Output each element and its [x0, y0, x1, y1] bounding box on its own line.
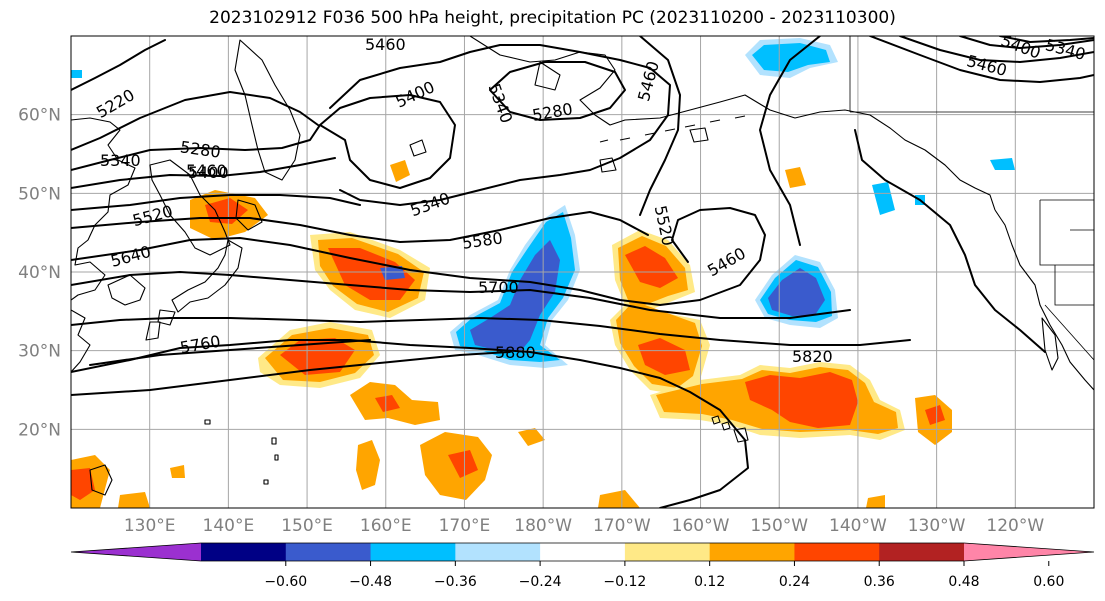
longitude-label: 170°W: [593, 516, 651, 536]
contour-label: 5460: [365, 35, 406, 54]
longitude-label: 150°W: [750, 516, 808, 536]
alaska-coastline: [469, 36, 996, 211]
longitude-label: 180°W: [514, 516, 572, 536]
colorbar-segment: [540, 543, 626, 561]
precipitation-shading: [71, 38, 1015, 508]
colorbar-tick-label: −0.48: [349, 574, 392, 590]
colorbar-tick-label: 0.36: [864, 574, 895, 590]
colorbar-tick-label: 0.12: [694, 574, 725, 590]
colorbar-tick-label: 0.48: [948, 574, 979, 590]
colorbar-segment: [201, 543, 287, 561]
contour-label: 5700: [478, 278, 519, 297]
colorbar-tick-label: −0.24: [519, 574, 562, 590]
colorbar-tick-label: −0.36: [434, 574, 477, 590]
longitude-label: 160°E: [360, 516, 412, 536]
colorbar-tick-label: −0.12: [603, 574, 646, 590]
colorbar-extend-high: [964, 543, 1094, 561]
colorbar-segment: [709, 543, 795, 561]
north-america-coastline: [994, 209, 1094, 391]
contour-label: 5820: [792, 347, 833, 366]
map-frame: [70, 35, 1095, 509]
longitude-label: 170°E: [439, 516, 491, 536]
latitude-label: 20°N: [18, 420, 61, 440]
colorbar-segment: [370, 543, 456, 561]
colorbar-segment: [879, 543, 965, 561]
map-title: 2023102912 F036 500 hPa height, precipit…: [209, 8, 896, 28]
longitude-label: 120°W: [986, 516, 1044, 536]
colorbar-segment: [624, 543, 711, 561]
longitude-label: 150°E: [281, 516, 333, 536]
longitude-label: 130°W: [908, 516, 966, 536]
latitude-label: 40°N: [18, 263, 61, 283]
colorbar-segment: [455, 543, 541, 561]
colorbar-tick-label: 0.24: [779, 574, 810, 590]
longitude-label: 140°W: [829, 516, 887, 536]
hawaii-coastline: [711, 415, 749, 443]
colorbar-extend-low: [71, 543, 201, 561]
longitude-label: 140°E: [203, 516, 255, 536]
colorbar-segment: [285, 543, 372, 561]
colorbar-tick-label: −0.60: [264, 574, 307, 590]
longitude-label: 130°E: [124, 516, 176, 536]
asia-coastline: [71, 117, 136, 301]
longitude-labels: 130°E 140°E 150°E 160°E 170°E 180°W 170°W 160°W…: [124, 516, 1045, 536]
latitude-labels: 20°N 30°N 40°N 50°N 60°N: [18, 106, 61, 441]
contour-label: 5460: [186, 161, 227, 180]
contour-label: 5880: [495, 343, 536, 362]
height-contours: [71, 36, 1094, 508]
aleutian-islands: [599, 115, 746, 143]
latitude-label: 30°N: [18, 342, 61, 362]
political-borders: [849, 36, 1094, 361]
latitude-label: 50°N: [18, 184, 61, 204]
japan-coastline: [235, 199, 263, 231]
contour-label: 5400: [188, 163, 229, 182]
colorbar-segment: [794, 543, 880, 561]
colorbar-tick-label: 0.60: [1033, 574, 1064, 590]
colorbar-outline: [70, 542, 1095, 562]
map-grid: [71, 36, 1094, 508]
contour-label: 5340: [100, 151, 141, 170]
colorbar: −0.60 −0.48 −0.36 −0.24 −0.12 0.12 0.24 0.36 0.4…: [70, 542, 1095, 590]
latitude-label: 60°N: [18, 106, 61, 126]
coastlines: [71, 36, 1094, 496]
longitude-label: 160°W: [672, 516, 730, 536]
